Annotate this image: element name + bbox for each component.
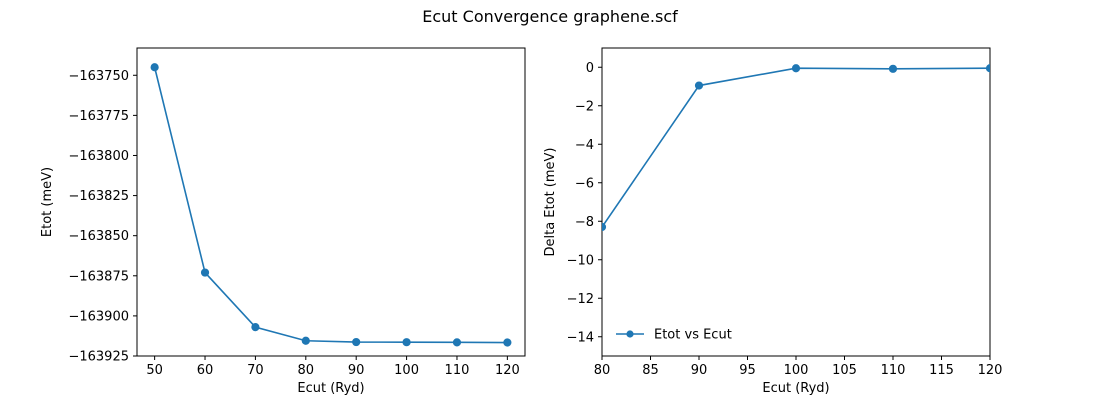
chart1-data-point [301,336,310,345]
chart2-y-tick-label: −14 [567,330,594,345]
chart1-data-point [452,338,462,347]
chart1-y-tick-label: −163925 [68,350,129,365]
chart2-x-tick-label: 110 [881,363,906,378]
chart1-y-tick-label: −163900 [68,309,129,324]
chart2-y-tick-label: −2 [575,99,594,114]
figure-title: Ecut Convergence graphene.scf [422,7,678,26]
chart2-data-point [985,64,990,73]
chart2-y-tick-label: 0 [586,61,594,76]
chart2-x-tick-label: 120 [978,363,1003,378]
chart2-y-tick-label: −12 [567,292,594,307]
chart1-data-point [200,268,210,277]
chart1-data-point [150,63,159,72]
chart1-data-point [503,338,512,347]
chart1-y-tick-label: −163800 [68,149,129,164]
chart2-x-tick-label: 115 [929,363,954,378]
chart2-x-tick-label: 95 [739,363,756,378]
chart1-y-tick-label: −163750 [68,69,129,84]
delta-etot-chart: 80 85 90 95 100 105 110 115 120 −14 −12 −10 −8 −6 −4 −2… [543,47,1003,396]
chart2-y-tick-label: −6 [575,176,594,191]
chart1-y-tick-label: −163775 [68,109,129,124]
chart1-y-tick-label: −163875 [68,269,129,284]
chart1-y-tick-label: −163825 [68,189,129,204]
chart2-axes-frame [601,47,991,357]
chart1-y-tick-label: −163850 [68,229,129,244]
chart2-legend-label: Etot vs Ecut [654,328,732,343]
chart2-x-tick-label: 80 [594,363,611,378]
chart1-data-point [251,323,260,332]
chart2-y-tick-label: −10 [567,253,594,268]
chart2-y-axis-label: Delta Etot (meV) [543,147,558,256]
chart2-data-point [694,81,704,90]
chart2-y-tick-label: −4 [575,138,594,153]
etot-chart: 50 60 70 80 90 100 110 120 −163925 −163900 −163875… [40,47,526,396]
chart2-y-tick-label: −8 [575,215,594,230]
chart1-axes-frame [136,47,526,357]
chart1-data-point [402,338,411,347]
chart2-data-point [791,64,801,73]
chart2-series-line [602,67,990,228]
chart1-y-axis-label: Etot (meV) [40,167,55,237]
chart1-x-tick-label: 120 [495,363,520,378]
chart2-x-tick-label: 90 [691,363,708,378]
chart1-x-tick-label: 90 [348,363,365,378]
chart1-x-tick-label: 100 [394,363,419,378]
chart1-x-tick-label: 110 [445,363,470,378]
chart2-plot-area [602,64,990,232]
chart2-data-point [602,222,607,232]
chart2-data-point [888,64,898,73]
chart2-legend: Etot vs Ecut [616,328,732,343]
chart2-x-tick-label: 100 [784,363,809,378]
chart1-plot-area [150,63,512,347]
chart2-x-axis-label: Ecut (Ryd) [762,381,829,396]
chart1-x-tick-label: 50 [146,363,163,378]
chart1-x-tick-label: 60 [197,363,214,378]
chart1-x-tick-label: 80 [298,363,315,378]
chart2-x-tick-label: 85 [642,363,659,378]
chart1-x-axis-label: Ecut (Ryd) [297,381,364,396]
chart2-x-tick-label: 105 [832,363,857,378]
chart1-data-point [352,337,361,347]
chart1-x-tick-label: 70 [247,363,264,378]
chart1-series-line [153,67,508,344]
chart2-legend-marker [626,330,634,338]
